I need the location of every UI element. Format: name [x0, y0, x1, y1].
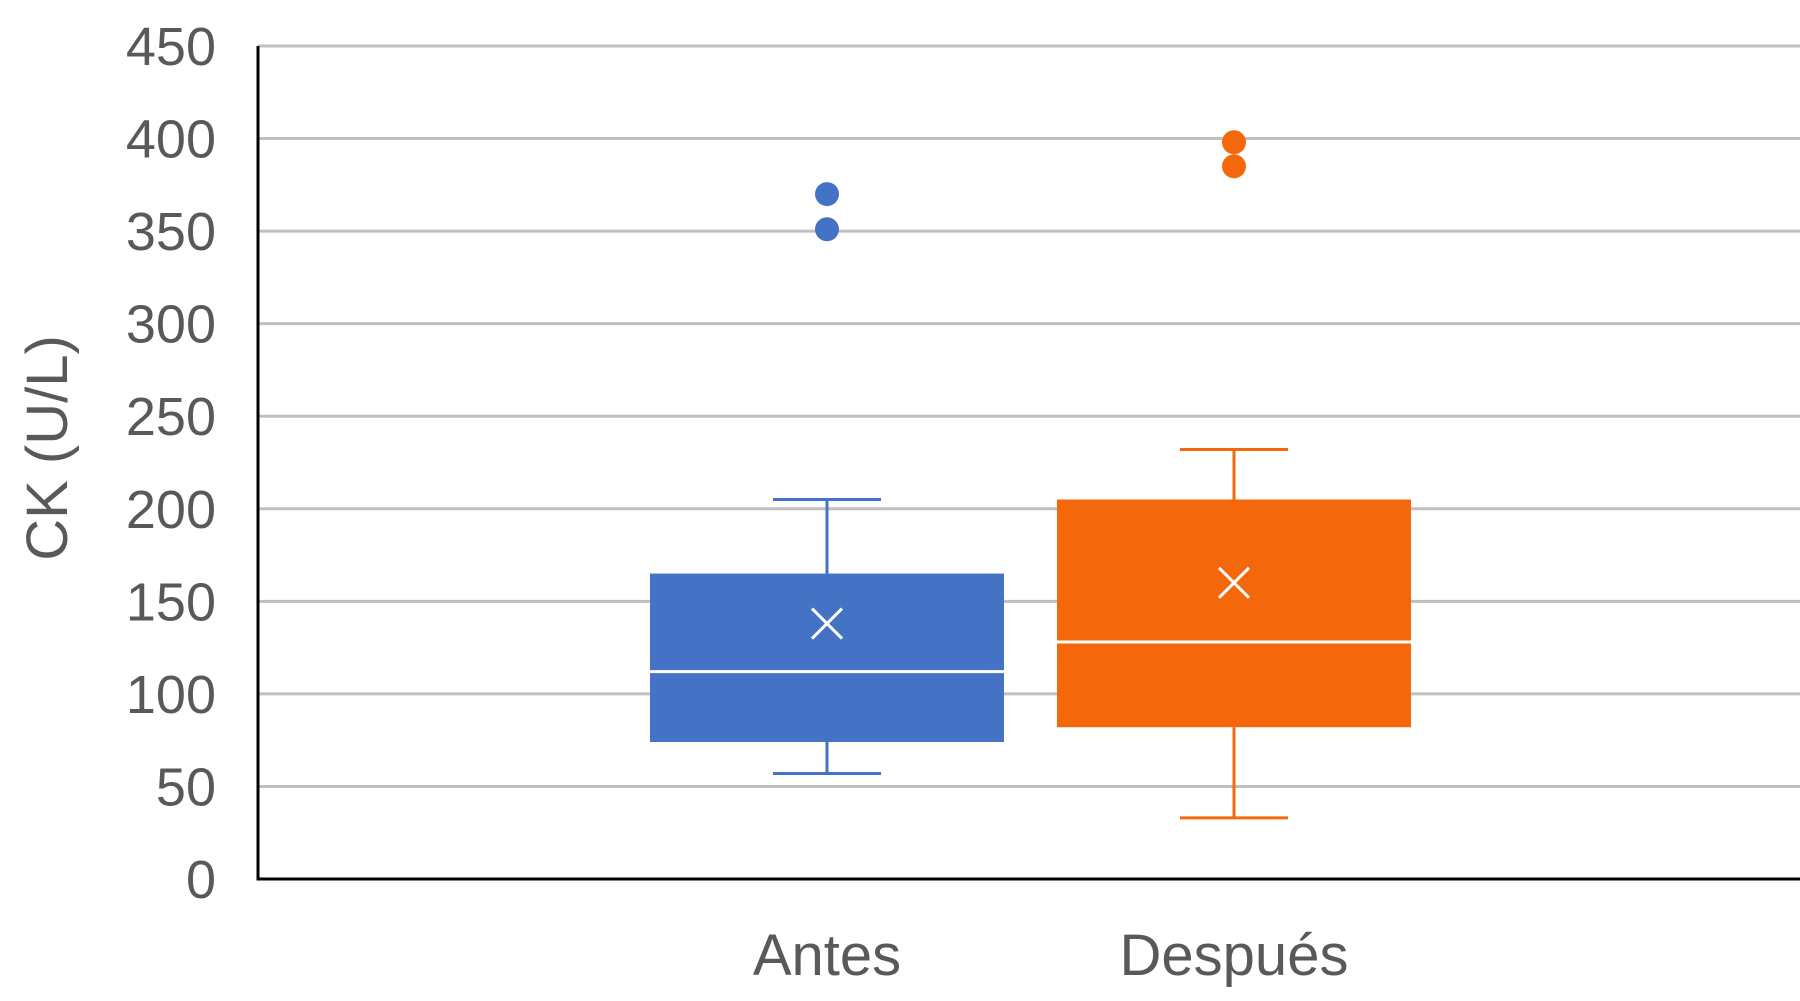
y-tick-label: 200 [126, 480, 216, 540]
y-tick-label: 400 [126, 110, 216, 170]
y-axis-title: CK (U/L) [15, 335, 80, 561]
outlier-point [815, 217, 839, 242]
y-tick-label: 150 [126, 572, 216, 632]
box-group-2 [1057, 130, 1411, 820]
iqr-box [1057, 499, 1411, 728]
outlier-point [815, 182, 839, 207]
y-tick-label: 50 [156, 757, 216, 817]
y-tick-labels: 0 50 100 150 200 250 300 350 400 450 [126, 17, 216, 910]
iqr-box [650, 573, 1004, 743]
y-tick-label: 250 [126, 387, 216, 447]
y-tick-label: 300 [126, 295, 216, 355]
mean-marker [810, 607, 844, 640]
category-label: Antes [753, 923, 901, 988]
y-tick-label: 0 [186, 850, 216, 910]
y-tick-label: 100 [126, 665, 216, 725]
boxes [650, 130, 1411, 820]
box-group-1 [650, 182, 1004, 775]
outlier-point [1222, 130, 1246, 155]
axes [256, 46, 1800, 881]
outlier-point [1222, 154, 1246, 179]
mean-marker [1217, 566, 1251, 599]
category-label: Después [1120, 923, 1349, 988]
gridlines [258, 44, 1800, 788]
y-tick-label: 450 [126, 17, 216, 77]
y-tick-label: 350 [126, 202, 216, 262]
category-labels: Antes Después [753, 923, 1349, 988]
